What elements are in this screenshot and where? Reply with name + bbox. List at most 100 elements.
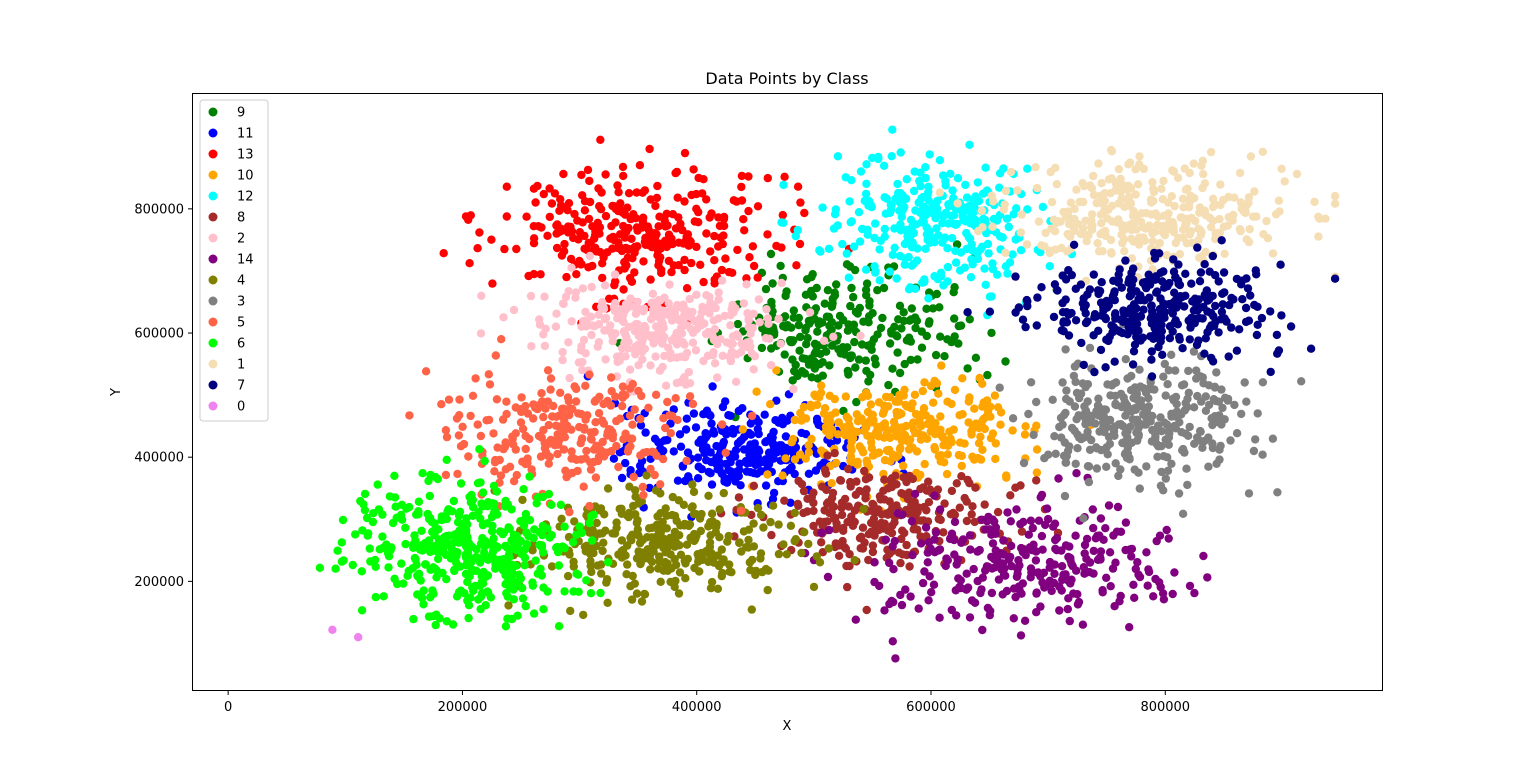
point-7 [1208,251,1218,261]
point-5 [663,397,672,407]
point-1 [1131,190,1140,199]
point-13 [715,221,725,231]
point-9 [950,314,959,323]
point-9 [838,315,848,325]
point-11 [609,454,619,463]
point-14 [1142,548,1151,557]
point-3 [1137,402,1147,411]
point-14 [885,599,894,609]
point-2 [819,336,829,345]
point-12 [893,179,902,189]
point-5 [585,370,594,379]
point-12 [901,226,910,235]
point-2 [593,342,602,351]
point-9 [847,351,856,360]
point-14 [1125,623,1134,632]
point-3 [1159,486,1168,495]
point-4 [666,577,675,587]
point-3 [1065,397,1074,406]
point-9 [888,364,897,373]
point-9 [857,340,867,349]
point-3 [1170,421,1179,431]
point-13 [522,212,531,221]
point-13 [557,251,567,260]
point-5 [543,451,552,460]
point-9 [801,290,811,299]
point-14 [923,558,932,567]
point-12 [932,224,941,233]
point-14 [1032,608,1041,617]
point-7 [1195,277,1205,286]
point-7 [1059,327,1068,336]
point-11 [734,406,743,416]
point-2 [626,294,635,303]
point-4 [725,560,734,569]
point-10 [820,404,830,413]
point-5 [586,434,596,443]
point-3 [1167,350,1176,359]
legend-marker-10 [208,170,218,180]
point-14 [870,577,879,587]
point-2 [709,335,719,345]
point-6 [475,445,484,454]
point-2 [662,310,672,319]
point-3 [1087,435,1096,445]
point-14 [1203,573,1212,582]
point-4 [668,492,677,502]
point-6 [442,455,451,464]
point-9 [796,332,805,342]
point-7 [1147,347,1157,356]
point-12 [864,201,873,210]
point-12 [855,237,865,246]
point-1 [1189,159,1199,168]
point-2 [600,281,610,290]
point-2 [762,305,771,314]
point-6 [586,589,596,598]
legend-marker-12 [208,191,218,201]
point-14 [885,558,894,568]
point-9 [873,286,882,295]
point-12 [949,211,959,220]
point-14 [1049,578,1059,588]
point-12 [890,224,899,233]
point-1 [1079,197,1088,207]
point-10 [826,417,835,427]
point-10 [897,436,907,446]
point-13 [646,195,655,204]
point-8 [904,509,914,518]
point-5 [577,434,587,443]
point-2 [744,323,753,332]
point-13 [699,277,708,287]
point-10 [834,418,843,427]
point-13 [686,237,695,246]
point-3 [1237,409,1246,419]
point-8 [820,506,829,515]
point-4 [653,512,662,521]
point-11 [760,458,769,467]
point-1 [1072,185,1081,194]
point-2 [658,319,667,328]
point-6 [434,548,443,557]
point-14 [1079,563,1089,572]
point-1 [1171,238,1181,248]
point-2 [574,358,584,367]
point-7 [1108,327,1117,337]
point-3 [1164,366,1174,375]
point-3 [1024,409,1033,419]
point-4 [707,509,717,518]
point-4 [621,551,630,560]
point-13 [580,231,589,241]
point-12 [911,220,921,229]
point-13 [564,199,574,208]
point-5 [594,409,604,418]
point-3 [1092,407,1101,416]
point-6 [476,604,485,614]
point-14 [1105,548,1115,557]
point-1 [1066,232,1075,241]
point-14 [1057,586,1066,595]
point-1 [1041,228,1050,238]
point-7 [1274,346,1284,355]
point-4 [528,546,537,555]
point-6 [596,588,605,598]
point-3 [1218,403,1227,413]
